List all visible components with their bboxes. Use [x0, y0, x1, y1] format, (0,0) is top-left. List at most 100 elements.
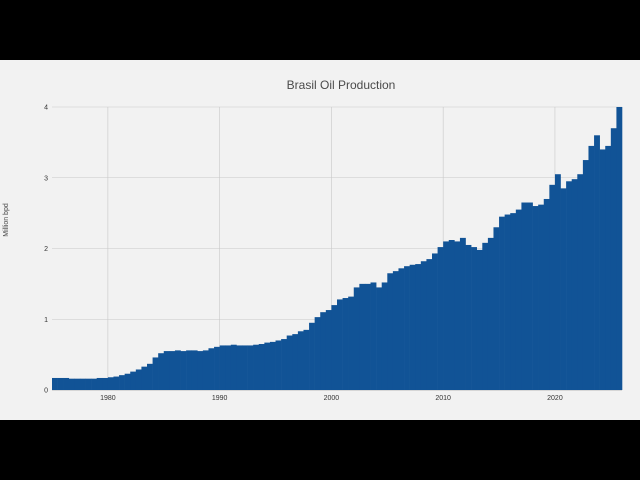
bar: [247, 345, 254, 390]
bar: [594, 135, 600, 390]
bar: [174, 350, 181, 390]
bar: [482, 242, 489, 390]
bar: [275, 340, 282, 390]
bar: [214, 346, 220, 390]
bar: [588, 145, 595, 390]
y-tick-labels: 0 1 2 3 4: [44, 105, 48, 395]
bar: [582, 160, 589, 390]
bar: [543, 198, 550, 390]
bar: [63, 377, 70, 390]
bar: [281, 339, 288, 390]
bar: [320, 312, 327, 390]
x-tick-label: 1980: [100, 395, 116, 402]
bar: [152, 357, 159, 390]
y-tick-label: 2: [44, 246, 48, 253]
bar: [521, 202, 528, 390]
bar: [135, 369, 142, 390]
bar: [348, 296, 355, 390]
bar: [197, 351, 204, 390]
bar: [236, 345, 243, 390]
letterbox-bottom: [0, 420, 640, 480]
bar: [538, 204, 545, 390]
bar: [459, 237, 466, 390]
x-tick-label: 2000: [324, 395, 340, 402]
bar: [370, 282, 377, 390]
bar: [219, 345, 226, 390]
bar: [325, 310, 332, 390]
bar: [359, 283, 366, 390]
bar: [404, 266, 410, 390]
bar: [392, 271, 399, 390]
bar: [527, 202, 533, 390]
bar: [493, 227, 500, 390]
bar: [169, 351, 176, 390]
bar: [130, 371, 137, 390]
bar: [264, 342, 271, 390]
bar: [409, 264, 416, 390]
bar: [113, 376, 120, 390]
bar: [353, 287, 360, 390]
bar: [91, 378, 98, 390]
bar: [476, 249, 483, 390]
bar: [437, 247, 444, 390]
bar: [515, 209, 522, 390]
bar: [163, 351, 170, 390]
bar: [443, 241, 450, 390]
bar: [68, 378, 75, 390]
bar: [471, 247, 478, 390]
bar: [180, 351, 187, 390]
bar: [420, 261, 427, 390]
bar: [499, 216, 505, 390]
letterbox-top: [0, 0, 640, 60]
bar: [119, 375, 125, 390]
x-tick-label: 2020: [547, 395, 563, 402]
bar: [487, 237, 494, 390]
bar: [616, 107, 623, 390]
bar: [331, 305, 338, 390]
bar: [571, 179, 578, 390]
bar: [52, 377, 58, 390]
bar: [141, 366, 148, 390]
bar: [79, 378, 86, 390]
bar: [191, 350, 198, 390]
bar: [74, 378, 81, 390]
bar: [554, 174, 561, 390]
bar: [364, 283, 371, 390]
bar: [297, 331, 304, 390]
x-tick-labels: 1980 1990 2000 2010 2020: [100, 395, 563, 402]
bar: [286, 335, 293, 390]
bar: [577, 174, 584, 390]
bar: [454, 241, 461, 390]
bar: [610, 128, 617, 390]
bar: [560, 188, 567, 390]
bar: [85, 378, 92, 390]
chart-panel: Brasil Oil Production Million bpd 1980 19…: [0, 60, 640, 420]
bar: [186, 350, 193, 390]
bar: [398, 268, 405, 390]
bar: [532, 206, 539, 390]
bar: [292, 334, 299, 390]
bar: [381, 282, 388, 390]
bar: [57, 377, 64, 390]
bar: [208, 348, 215, 390]
chart-title: Brasil Oil Production: [286, 78, 396, 92]
bar: [465, 244, 472, 390]
x-tick-label: 2010: [435, 395, 451, 402]
bar: [342, 298, 349, 390]
bar: [510, 213, 517, 390]
bar: [102, 377, 109, 390]
bar: [258, 344, 265, 390]
x-tick-label: 1990: [212, 395, 228, 402]
bar: [337, 299, 343, 390]
bar: [147, 363, 153, 390]
y-tick-label: 1: [44, 317, 48, 324]
bar: [309, 322, 315, 390]
bar: [504, 214, 511, 390]
bar: [605, 145, 612, 390]
bar: [566, 181, 573, 390]
bar: [387, 273, 394, 390]
bar: [448, 240, 455, 390]
bar: [107, 377, 114, 390]
bar-series: [52, 107, 623, 390]
bar: [202, 350, 209, 390]
